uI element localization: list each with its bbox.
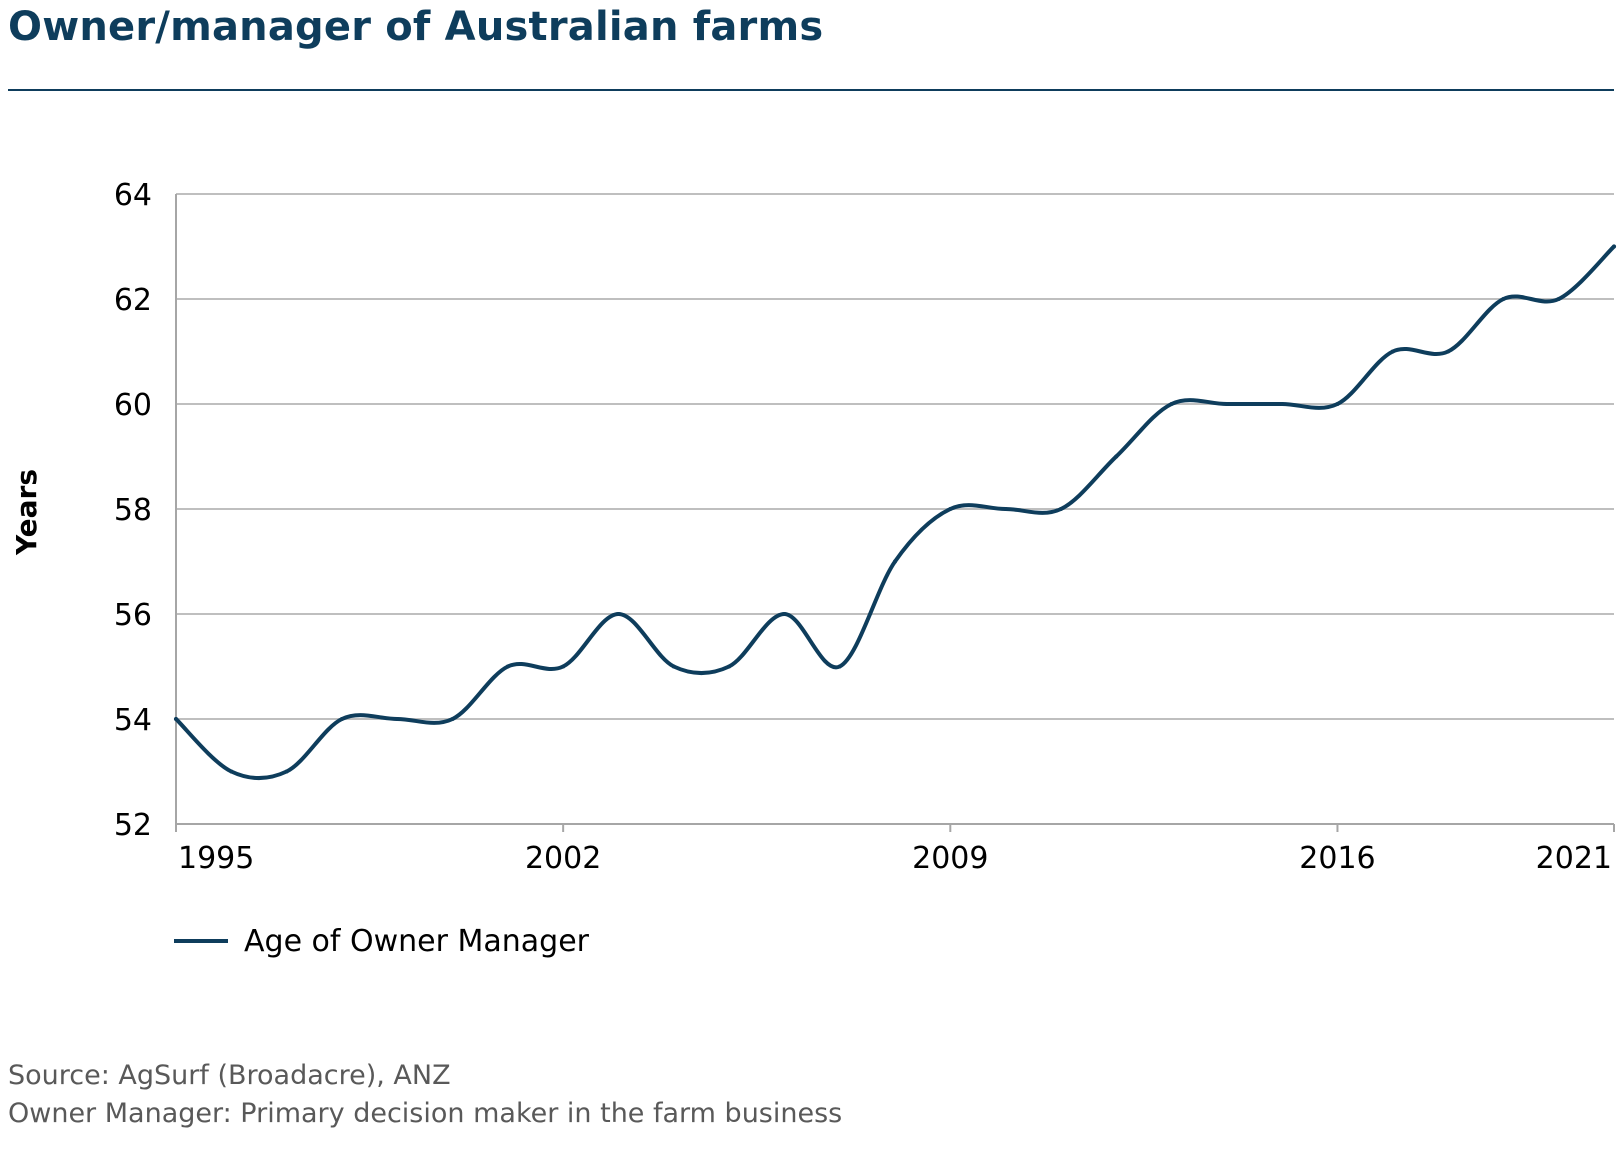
- data-point-1995: [174, 717, 178, 721]
- data-point-1998: [339, 717, 344, 721]
- data-point-2006: [782, 612, 787, 616]
- y-axis-label: Years: [10, 469, 43, 556]
- y-tick-label-62: 62: [114, 283, 152, 318]
- y-tick-label-58: 58: [114, 493, 152, 528]
- data-point-2013: [1169, 402, 1174, 406]
- data-point-2014: [1224, 402, 1229, 406]
- series-line-0: [174, 244, 1616, 781]
- x-tick-label-2002: 2002: [525, 841, 601, 876]
- y-tick-label-56: 56: [114, 598, 152, 633]
- y-tick-label-60: 60: [114, 388, 152, 423]
- data-point-1996: [229, 769, 234, 774]
- data-point-2016: [1335, 402, 1340, 406]
- data-point-2002: [561, 664, 566, 669]
- data-point-2000: [450, 717, 455, 721]
- data-point-2017: [1390, 349, 1395, 354]
- data-point-2011: [1058, 507, 1063, 511]
- data-point-2020: [1556, 297, 1561, 301]
- data-point-1999: [395, 717, 400, 721]
- y-tick-label-52: 52: [114, 808, 152, 843]
- data-point-2009: [948, 507, 953, 511]
- x-tick-label-2009: 2009: [912, 841, 988, 876]
- gridlines: [176, 193, 1614, 720]
- x-tick-label-2021: 2021: [1536, 841, 1612, 876]
- legend-label-age-of-owner-manager: Age of Owner Manager: [244, 924, 590, 959]
- title-underline: [8, 89, 1614, 91]
- data-point-2008: [893, 559, 897, 564]
- y-axis-ticks: 52 54 56 58 60 62 64: [114, 178, 152, 843]
- x-tick-label-2016: 2016: [1299, 841, 1375, 876]
- legend: Age of Owner Manager: [174, 924, 590, 959]
- y-tick-label-54: 54: [114, 703, 152, 738]
- data-point-2018: [1446, 349, 1451, 354]
- data-point-2019: [1501, 297, 1506, 301]
- definition-note: Owner Manager: Primary decision maker in…: [8, 1098, 843, 1129]
- x-axis-ticks: 1995 2002 2009 2016 2021: [175, 824, 1615, 876]
- y-tick-label-64: 64: [114, 178, 152, 213]
- line-chart: 52 54 56 58 60 62 64 1995 2002 2009 2016 2021 Year…: [10, 178, 1616, 959]
- data-point-2001: [505, 664, 510, 669]
- data-point-2010: [1003, 507, 1008, 511]
- data-point-2004: [671, 664, 676, 669]
- data-point-2015: [1280, 402, 1285, 406]
- data-point-2007: [837, 664, 842, 669]
- data-point-2012: [1114, 454, 1119, 459]
- data-point-2003: [616, 612, 621, 616]
- data-point-2005: [727, 664, 732, 669]
- chart-title: Owner/manager of Australian farms: [8, 4, 824, 50]
- x-tick-label-1995: 1995: [178, 841, 254, 876]
- data-point-1997: [284, 769, 289, 774]
- data-point-2021: [1612, 244, 1616, 249]
- data-series: [174, 244, 1616, 781]
- source-note: Source: AgSurf (Broadacre), ANZ: [8, 1060, 451, 1091]
